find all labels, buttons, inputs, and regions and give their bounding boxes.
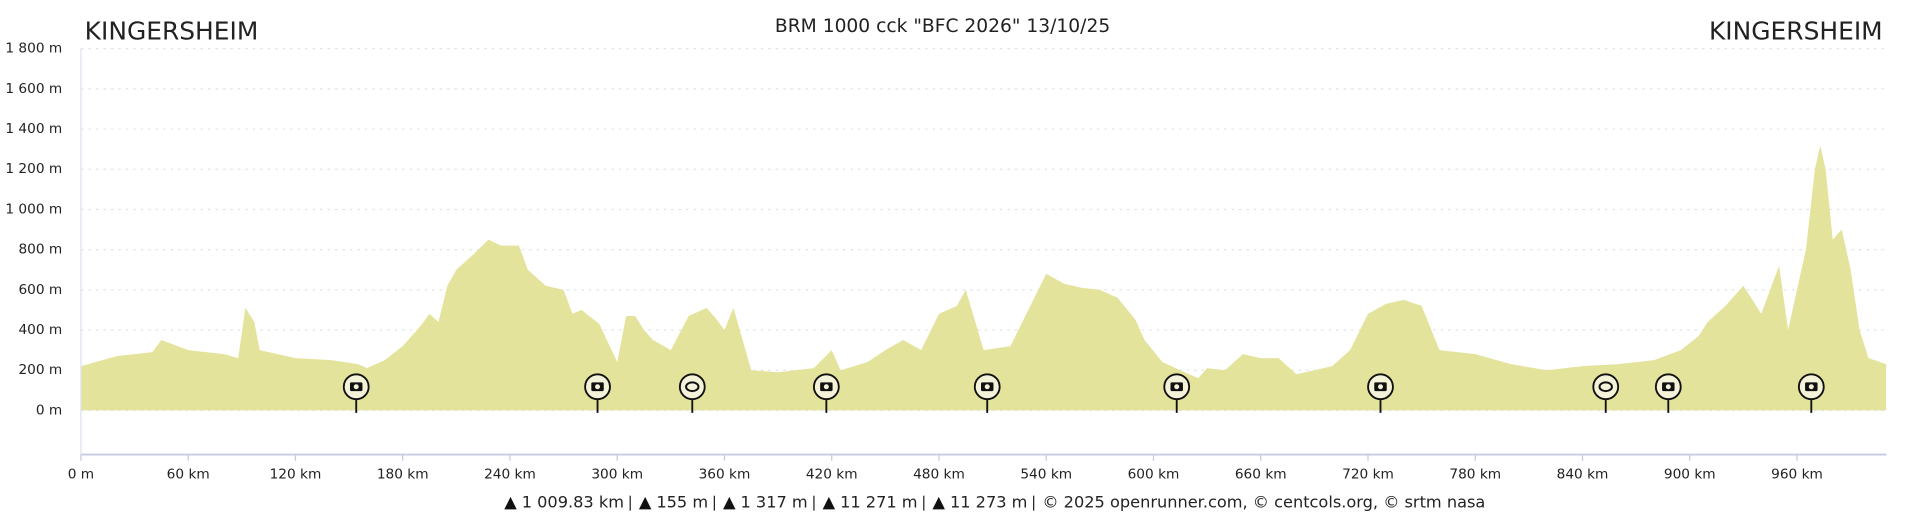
x-tick-label: 240 km xyxy=(484,467,536,483)
photo-marker xyxy=(1367,373,1394,413)
stat-text: 11 273 m xyxy=(950,493,1027,512)
other-marker xyxy=(678,373,706,413)
x-tick-label: 840 km xyxy=(1557,467,1609,483)
marker-icon xyxy=(984,384,990,390)
photo-marker xyxy=(1654,373,1682,413)
stat-text: 1 317 m xyxy=(741,493,808,512)
y-tick-label: 1 000 m xyxy=(5,201,62,217)
marker-icon xyxy=(595,384,601,390)
y-tick-label: 0 m xyxy=(36,402,62,418)
y-tick-label: 400 m xyxy=(18,322,62,338)
marker-icon xyxy=(1174,384,1180,390)
footer: 1 009.83 km 155 m 1 317 m 11 271 m 11 273 m ©… xyxy=(504,493,1485,512)
y-tick-label: 1 600 m xyxy=(5,81,62,97)
x-tick-label: 180 km xyxy=(377,467,429,483)
photo-marker xyxy=(812,373,840,413)
grid: 0 m 200 m 400 m 600 m 800 m 1 000 m 1 200 m 1 4… xyxy=(5,41,1887,483)
photo-marker xyxy=(584,373,611,413)
y-tick-label: 800 m xyxy=(18,242,62,258)
plot xyxy=(80,145,1887,413)
x-tick-label: 60 km xyxy=(167,467,210,483)
stat-text: 11 271 m xyxy=(840,493,917,512)
marker-icon xyxy=(353,384,359,390)
stat-text: © 2025 openrunner.com, © centcols.org, ©… xyxy=(1042,493,1485,512)
photo-marker xyxy=(973,373,1001,413)
stat-text: 1 009.83 km xyxy=(522,493,624,512)
y-tick-label: 600 m xyxy=(18,282,62,298)
elevation-area xyxy=(80,145,1887,411)
marker-icon xyxy=(1808,384,1814,390)
marker-icon xyxy=(1378,384,1383,390)
x-tick-label: 780 km xyxy=(1449,467,1501,483)
marker-icon xyxy=(1598,381,1613,393)
photo-marker xyxy=(1797,373,1825,413)
marker-icon xyxy=(823,384,829,390)
stat-icon xyxy=(638,496,652,510)
y-tick-label: 1 200 m xyxy=(5,161,62,177)
x-tick-label: 300 km xyxy=(591,467,643,483)
x-tick-label: 420 km xyxy=(806,467,858,483)
marker-ring xyxy=(1592,373,1620,401)
x-tick-label: 120 km xyxy=(270,467,322,483)
x-tick-label: 480 km xyxy=(913,467,965,483)
marker-ring xyxy=(678,373,706,401)
y-tick-label: 200 m xyxy=(18,362,62,378)
x-tick-label: 360 km xyxy=(699,467,751,483)
stat-icon xyxy=(822,496,836,510)
stat-icon xyxy=(723,496,736,510)
stat-icon xyxy=(932,496,945,510)
x-tick-label: 0 m xyxy=(68,467,94,483)
end-label: KINGERSHEIM xyxy=(1709,16,1883,45)
photo-marker xyxy=(1163,373,1191,413)
stat-icon xyxy=(504,496,517,510)
stat-text: 155 m xyxy=(656,493,708,512)
x-tick-label: 600 km xyxy=(1128,467,1180,483)
x-tick-label: 720 km xyxy=(1342,467,1394,483)
x-tick-label: 900 km xyxy=(1664,467,1716,483)
other-marker xyxy=(1592,373,1620,413)
x-tick-label: 660 km xyxy=(1235,467,1287,483)
x-tick-label: 540 km xyxy=(1020,467,1072,483)
x-tick-label: 960 km xyxy=(1771,467,1823,483)
start-label: KINGERSHEIM xyxy=(85,16,259,45)
y-tick-label: 1 800 m xyxy=(5,41,62,57)
y-tick-label: 1 400 m xyxy=(5,121,62,137)
chart-title: BRM 1000 cck "BFC 2026" 13/10/25 xyxy=(775,16,1110,37)
marker-icon xyxy=(685,381,700,393)
marker-icon xyxy=(1665,384,1671,390)
photo-marker xyxy=(342,373,370,413)
